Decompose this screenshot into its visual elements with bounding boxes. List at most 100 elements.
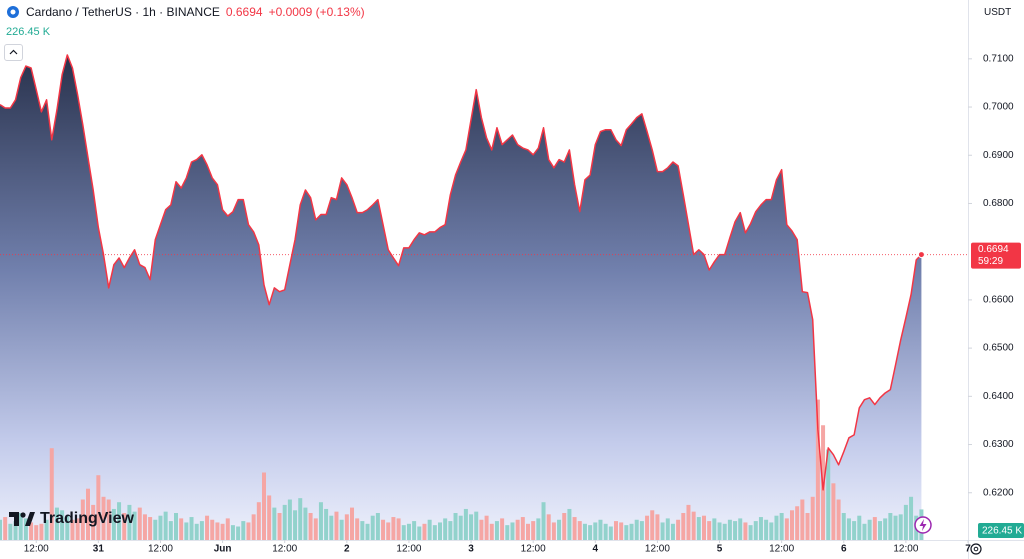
logo-part [20, 512, 26, 518]
volume-bar [194, 523, 199, 540]
logo-icon [9, 512, 35, 526]
volume-bar [582, 523, 587, 540]
volume-bar [60, 510, 65, 540]
volume-bar [608, 526, 613, 540]
volume-bar [117, 502, 122, 540]
x-tick-label: 5 [717, 544, 723, 555]
volume-bar [210, 519, 215, 540]
volume-bar [639, 521, 644, 540]
x-tick-label: 3 [468, 544, 474, 555]
x-tick-label: 12:00 [893, 544, 918, 555]
volume-bar [298, 498, 303, 540]
volume-bar [836, 499, 841, 540]
volume-bar [593, 522, 598, 540]
volume-bar [846, 518, 851, 540]
x-tick-label: 7 [965, 544, 971, 555]
volume-bar [619, 522, 624, 540]
volume-bar [34, 525, 39, 540]
x-tick-label: 12:00 [645, 544, 670, 555]
lightning-button[interactable] [914, 516, 932, 534]
volume-bar [370, 515, 375, 540]
volume-bar [174, 513, 178, 540]
volume-bar [681, 513, 686, 540]
volume-bar [753, 521, 758, 540]
volume-bar [515, 519, 520, 540]
x-tick-label: 6 [841, 544, 847, 555]
volume-bar [909, 496, 914, 540]
volume-bar [810, 496, 815, 540]
settings-button[interactable] [970, 543, 982, 555]
volume-bar [220, 523, 225, 540]
volume-bar [375, 513, 380, 540]
volume-bar [494, 521, 499, 540]
volume-bar [645, 515, 650, 540]
logo-part [25, 512, 35, 526]
volume-bar [8, 523, 13, 540]
volume-bar [702, 515, 706, 540]
volume-bar [691, 511, 696, 540]
volume-bar [23, 518, 28, 540]
volume-bar [91, 504, 96, 540]
volume-bar [484, 515, 489, 540]
last-price-dot [917, 251, 925, 259]
y-tick-label: 0.7100 [983, 53, 1014, 64]
volume-bar [396, 518, 401, 540]
volume-bar [800, 499, 805, 540]
volume-bar [453, 513, 458, 540]
settings-icon[interactable] [970, 543, 982, 555]
volume-bar [722, 523, 727, 540]
volume-bar [215, 522, 220, 540]
volume-bar [634, 519, 639, 540]
volume-bar [624, 525, 629, 540]
currency-label: USDT [984, 7, 1012, 18]
volume-bar [132, 511, 137, 540]
volume-bar [510, 522, 515, 540]
volume-bar [598, 519, 603, 540]
volume-bar [743, 522, 748, 540]
caret[interactable] [9, 49, 18, 55]
volume-bar [324, 508, 329, 540]
volume-bar [872, 517, 877, 540]
volume-bar [282, 504, 287, 540]
volume-bar [205, 515, 210, 540]
volume-bar [531, 521, 536, 540]
volume-bar [256, 502, 261, 540]
volume-bar [246, 522, 251, 540]
volume-bar [764, 519, 769, 540]
volume-bar [676, 519, 681, 540]
x-tick-label: 12:00 [24, 544, 49, 555]
volume-bar [779, 513, 784, 540]
volume-bar [546, 514, 551, 540]
volume-bar [500, 518, 505, 540]
volume-bar [65, 515, 70, 540]
volume-bar [101, 496, 106, 540]
x-tick-label: 2 [344, 544, 350, 555]
symbol-title: Cardano / TetherUS · 1h · BINANCE [26, 5, 220, 19]
volume-bar [272, 507, 277, 540]
collapse-button[interactable] [4, 44, 23, 61]
volume-bar [878, 521, 882, 540]
volume-bar [251, 514, 256, 540]
y-tick-label: 0.7000 [983, 102, 1014, 113]
volume-bar [262, 472, 266, 540]
volume-bar [852, 521, 857, 540]
volume-bar [287, 499, 292, 540]
volume-bar [344, 514, 349, 540]
y-tick-label: 0.6900 [983, 150, 1014, 161]
volume-bar [293, 510, 298, 540]
volume-bar [386, 522, 391, 540]
volume-bar [469, 514, 474, 540]
volume-bar [0, 519, 2, 540]
y-tick-label: 0.6300 [983, 439, 1014, 450]
collapse-icon[interactable] [5, 45, 22, 60]
volume-bar [350, 507, 354, 540]
volume-bar [790, 510, 794, 540]
volume-bar [536, 518, 541, 540]
lightning-icon[interactable] [919, 519, 927, 531]
volume-bar [29, 522, 34, 540]
volume-bar [655, 514, 660, 540]
settings-icon-center[interactable] [973, 546, 979, 552]
volume-bar [355, 518, 360, 540]
logo-text: TradingView [40, 510, 134, 527]
